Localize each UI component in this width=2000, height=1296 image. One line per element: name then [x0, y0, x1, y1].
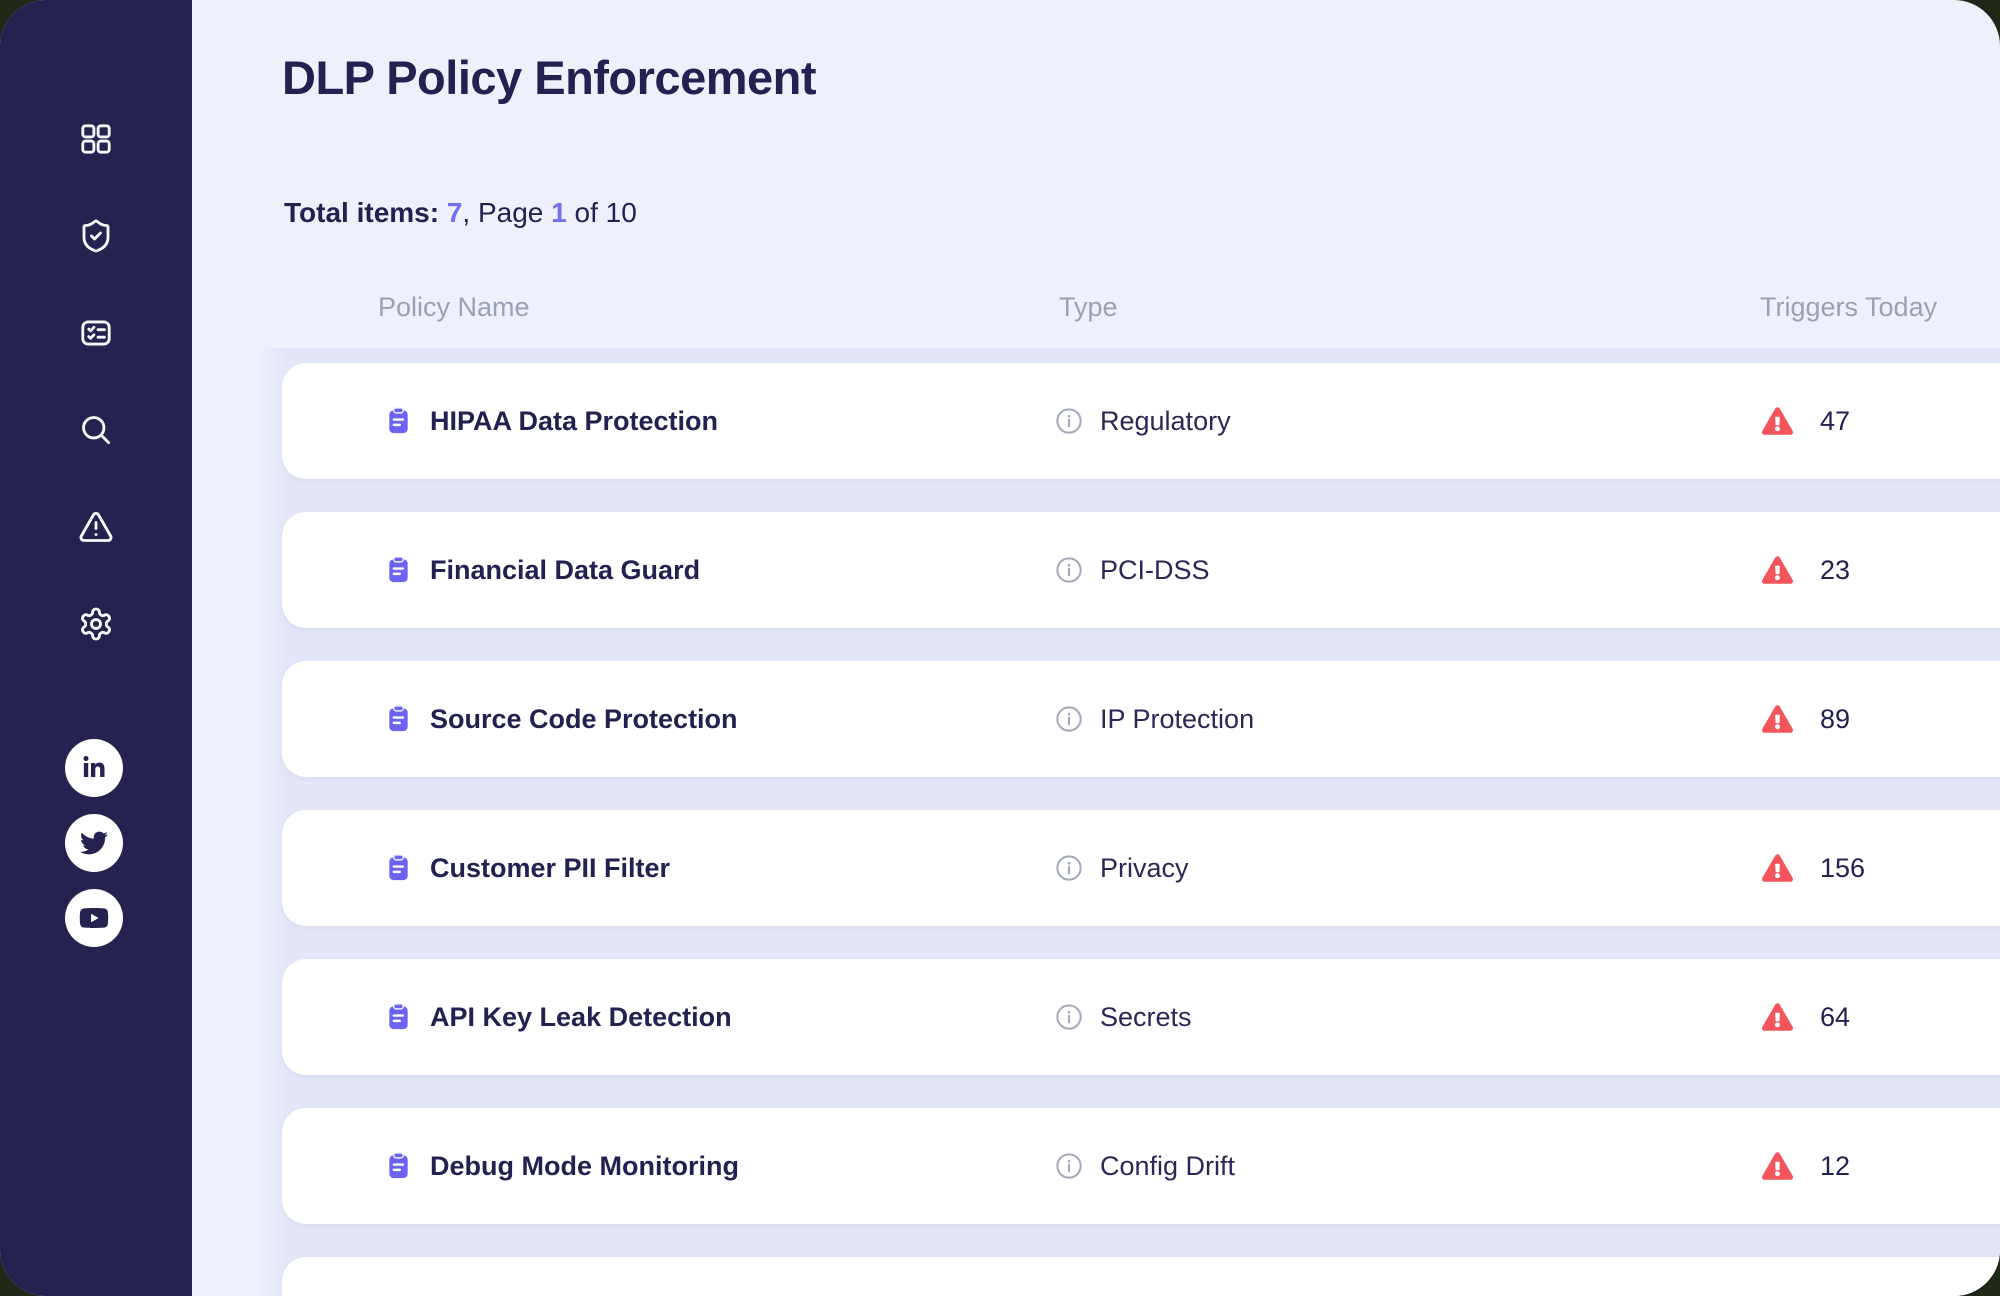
table-row[interactable]: Financial Data Guard PCI-DSS 23	[282, 512, 2000, 628]
policy-table: HIPAA Data Protection Regulatory 47	[256, 348, 2000, 1296]
policy-type: PCI-DSS	[1100, 554, 1210, 585]
sidebar	[0, 0, 192, 1296]
triggers-cell: 47	[1762, 363, 1850, 479]
warning-icon	[1762, 556, 1793, 584]
info-icon[interactable]	[1055, 705, 1083, 733]
policy-type-cell: PCI-DSS	[1055, 512, 1210, 628]
info-icon[interactable]	[1055, 1152, 1083, 1180]
policy-name-cell: Debug Mode Monitoring	[383, 1108, 739, 1224]
pagination-summary: Total items: 7, Page 1 of 10	[284, 197, 637, 229]
policy-name-cell: API Key Leak Detection	[383, 959, 732, 1075]
table-row[interactable]: API Key Leak Detection Secrets 64	[282, 959, 2000, 1075]
total-items-value: 7	[446, 197, 463, 228]
trigger-count: 12	[1820, 1150, 1851, 1181]
twitter-icon[interactable]	[65, 814, 123, 872]
clipboard-icon	[383, 1000, 414, 1034]
warning-icon	[1762, 1003, 1793, 1031]
trigger-count: 64	[1820, 1001, 1851, 1032]
column-header-triggers-today: Triggers Today	[1760, 292, 1938, 322]
warning-icon	[1762, 1152, 1793, 1180]
table-row[interactable]: HIPAA Data Protection Regulatory 47	[282, 363, 2000, 479]
warning-icon	[1762, 854, 1793, 882]
triggers-cell: 89	[1762, 661, 1850, 777]
trigger-count: 156	[1820, 852, 1866, 883]
policy-type: Regulatory	[1100, 405, 1231, 436]
info-icon[interactable]	[1055, 556, 1083, 584]
policy-name-cell: HIPAA Data Protection	[383, 363, 718, 479]
total-items-label: Total items:	[284, 197, 447, 228]
clipboard-icon	[383, 1149, 414, 1183]
dashboard-grid-icon[interactable]	[78, 121, 114, 157]
column-header-type: Type	[1059, 292, 1118, 322]
clipboard-icon	[383, 553, 414, 587]
policy-name: Source Code Protection	[430, 703, 738, 734]
column-header-policy-name: Policy Name	[378, 292, 530, 322]
policy-type: Secrets	[1100, 1001, 1192, 1032]
trigger-count: 89	[1820, 703, 1851, 734]
info-icon[interactable]	[1055, 1003, 1083, 1031]
clipboard-icon	[383, 702, 414, 736]
policy-type: Privacy	[1100, 852, 1189, 883]
page-count: of 10	[566, 197, 637, 228]
table-row[interactable]: Customer PII Filter Privacy 156	[282, 810, 2000, 926]
policy-name: HIPAA Data Protection	[430, 405, 719, 436]
info-icon[interactable]	[1055, 407, 1083, 435]
policy-name-cell: Source Code Protection	[383, 661, 738, 777]
sidebar-social	[0, 739, 188, 947]
policy-name-cell: Customer PII Filter	[383, 810, 670, 926]
policy-type-cell: IP Protection	[1055, 661, 1254, 777]
policy-type-cell: Secrets	[1055, 959, 1192, 1075]
linkedin-icon[interactable]	[65, 739, 123, 797]
policy-type-cell: Privacy	[1055, 810, 1189, 926]
triggers-cell: 12	[1762, 1108, 1850, 1224]
clipboard-icon	[383, 851, 414, 885]
trigger-count: 47	[1820, 405, 1851, 436]
sidebar-nav	[0, 121, 192, 642]
clipboard-icon	[383, 404, 414, 438]
policy-type: Config Drift	[1100, 1150, 1236, 1181]
search-icon[interactable]	[78, 412, 114, 448]
page-number: 1	[551, 197, 567, 228]
shield-check-icon[interactable]	[78, 218, 114, 254]
table-row[interactable]: Debug Mode Monitoring Config Drift 12	[282, 1108, 2000, 1224]
table-row[interactable]: Source Code Protection IP Protection 89	[282, 661, 2000, 777]
warning-icon	[1762, 705, 1793, 733]
triggers-cell: 156	[1762, 810, 1865, 926]
triggers-cell: 23	[1762, 512, 1850, 628]
youtube-icon[interactable]	[65, 889, 123, 947]
settings-gear-icon[interactable]	[78, 606, 114, 642]
policy-name: Customer PII Filter	[430, 852, 671, 883]
page-label: , Page	[462, 197, 552, 228]
page-title: DLP Policy Enforcement	[282, 51, 817, 104]
table-row[interactable]	[282, 1257, 2000, 1296]
warning-icon	[1762, 407, 1793, 435]
policy-type-cell: Regulatory	[1055, 363, 1231, 479]
policy-name-cell: Financial Data Guard	[383, 512, 700, 628]
policy-name: API Key Leak Detection	[430, 1001, 732, 1032]
info-icon[interactable]	[1055, 854, 1083, 882]
alert-triangle-icon[interactable]	[78, 509, 114, 545]
policy-name: Financial Data Guard	[430, 554, 701, 585]
main-content: DLP Policy Enforcement Total items: 7, P…	[192, 0, 2000, 1296]
trigger-count: 23	[1820, 554, 1851, 585]
checklist-icon[interactable]	[78, 315, 114, 351]
policy-type: IP Protection	[1100, 703, 1255, 734]
triggers-cell: 64	[1762, 959, 1850, 1075]
policy-type-cell: Config Drift	[1055, 1108, 1235, 1224]
policy-name: Debug Mode Monitoring	[430, 1150, 739, 1181]
